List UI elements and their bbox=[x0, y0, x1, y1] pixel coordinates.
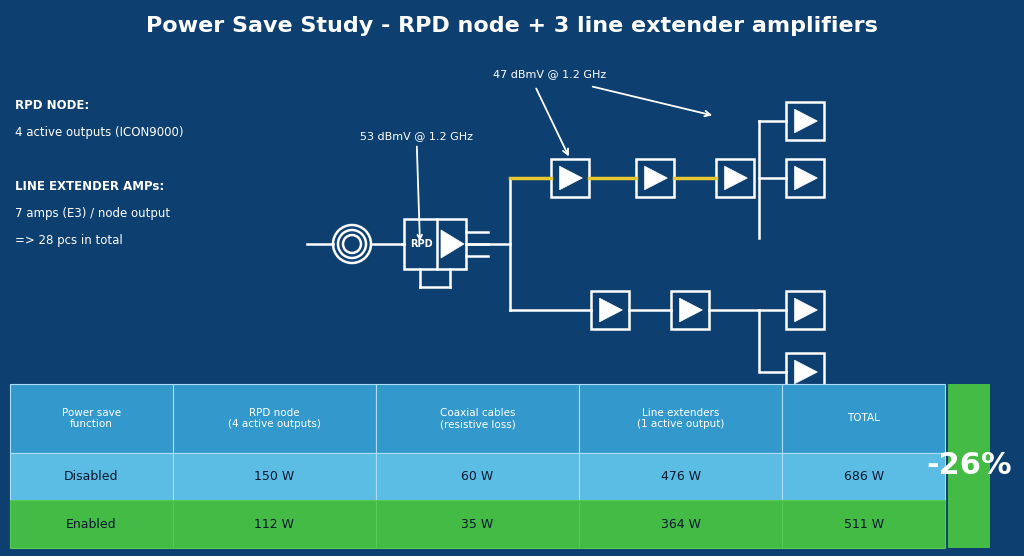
Text: Power Save Study - RPD node + 3 line extender amplifiers: Power Save Study - RPD node + 3 line ext… bbox=[146, 16, 878, 36]
FancyBboxPatch shape bbox=[376, 453, 580, 500]
Text: 511 W: 511 W bbox=[844, 518, 884, 531]
Text: RPD NODE:: RPD NODE: bbox=[15, 100, 89, 112]
Text: Coaxial cables
(resistive loss): Coaxial cables (resistive loss) bbox=[439, 408, 515, 429]
Text: 47 dBmV @ 1.2 GHz: 47 dBmV @ 1.2 GHz bbox=[494, 69, 606, 79]
FancyBboxPatch shape bbox=[173, 500, 376, 548]
Polygon shape bbox=[795, 298, 817, 322]
Text: Disabled: Disabled bbox=[65, 470, 119, 483]
FancyBboxPatch shape bbox=[782, 453, 945, 500]
Text: Power save
function: Power save function bbox=[61, 408, 121, 429]
Text: 112 W: 112 W bbox=[254, 518, 294, 531]
FancyBboxPatch shape bbox=[551, 159, 589, 197]
Text: Enabled: Enabled bbox=[66, 518, 117, 531]
FancyBboxPatch shape bbox=[786, 159, 824, 197]
FancyBboxPatch shape bbox=[782, 500, 945, 548]
FancyBboxPatch shape bbox=[173, 384, 376, 453]
FancyBboxPatch shape bbox=[10, 453, 173, 500]
FancyBboxPatch shape bbox=[591, 291, 629, 329]
FancyBboxPatch shape bbox=[580, 453, 782, 500]
FancyBboxPatch shape bbox=[786, 353, 824, 391]
Polygon shape bbox=[795, 360, 817, 384]
Polygon shape bbox=[680, 298, 702, 322]
FancyBboxPatch shape bbox=[10, 500, 173, 548]
Text: TOTAL: TOTAL bbox=[847, 414, 881, 424]
Text: 150 W: 150 W bbox=[254, 470, 294, 483]
Text: => 28 pcs in total: => 28 pcs in total bbox=[15, 235, 123, 247]
Text: 686 W: 686 W bbox=[844, 470, 884, 483]
FancyBboxPatch shape bbox=[376, 500, 580, 548]
FancyBboxPatch shape bbox=[716, 159, 754, 197]
Polygon shape bbox=[644, 166, 668, 190]
Text: 53 dBmV @ 1.2 GHz: 53 dBmV @ 1.2 GHz bbox=[360, 131, 473, 239]
FancyBboxPatch shape bbox=[173, 453, 376, 500]
Text: RPD: RPD bbox=[410, 239, 432, 249]
Text: 35 W: 35 W bbox=[462, 518, 494, 531]
FancyBboxPatch shape bbox=[376, 384, 580, 453]
Text: 60 W: 60 W bbox=[462, 470, 494, 483]
FancyBboxPatch shape bbox=[580, 384, 782, 453]
FancyBboxPatch shape bbox=[786, 291, 824, 329]
Polygon shape bbox=[599, 298, 623, 322]
FancyBboxPatch shape bbox=[10, 384, 173, 453]
Text: 7 amps (E3) / node output: 7 amps (E3) / node output bbox=[15, 207, 170, 221]
Text: 476 W: 476 W bbox=[660, 470, 700, 483]
Polygon shape bbox=[795, 109, 817, 133]
Text: Line extenders
(1 active output): Line extenders (1 active output) bbox=[637, 408, 724, 429]
Text: LINE EXTENDER AMPs:: LINE EXTENDER AMPs: bbox=[15, 181, 164, 193]
FancyBboxPatch shape bbox=[580, 500, 782, 548]
Text: 364 W: 364 W bbox=[660, 518, 700, 531]
Polygon shape bbox=[559, 166, 583, 190]
FancyBboxPatch shape bbox=[671, 291, 709, 329]
Text: 4 active outputs (ICON9000): 4 active outputs (ICON9000) bbox=[15, 127, 183, 140]
Text: -26%: -26% bbox=[926, 451, 1012, 480]
Polygon shape bbox=[725, 166, 748, 190]
FancyBboxPatch shape bbox=[782, 384, 945, 453]
FancyBboxPatch shape bbox=[948, 384, 990, 548]
Polygon shape bbox=[441, 230, 464, 258]
Text: RPD node
(4 active outputs): RPD node (4 active outputs) bbox=[227, 408, 321, 429]
FancyBboxPatch shape bbox=[636, 159, 674, 197]
Polygon shape bbox=[795, 166, 817, 190]
FancyBboxPatch shape bbox=[786, 102, 824, 140]
